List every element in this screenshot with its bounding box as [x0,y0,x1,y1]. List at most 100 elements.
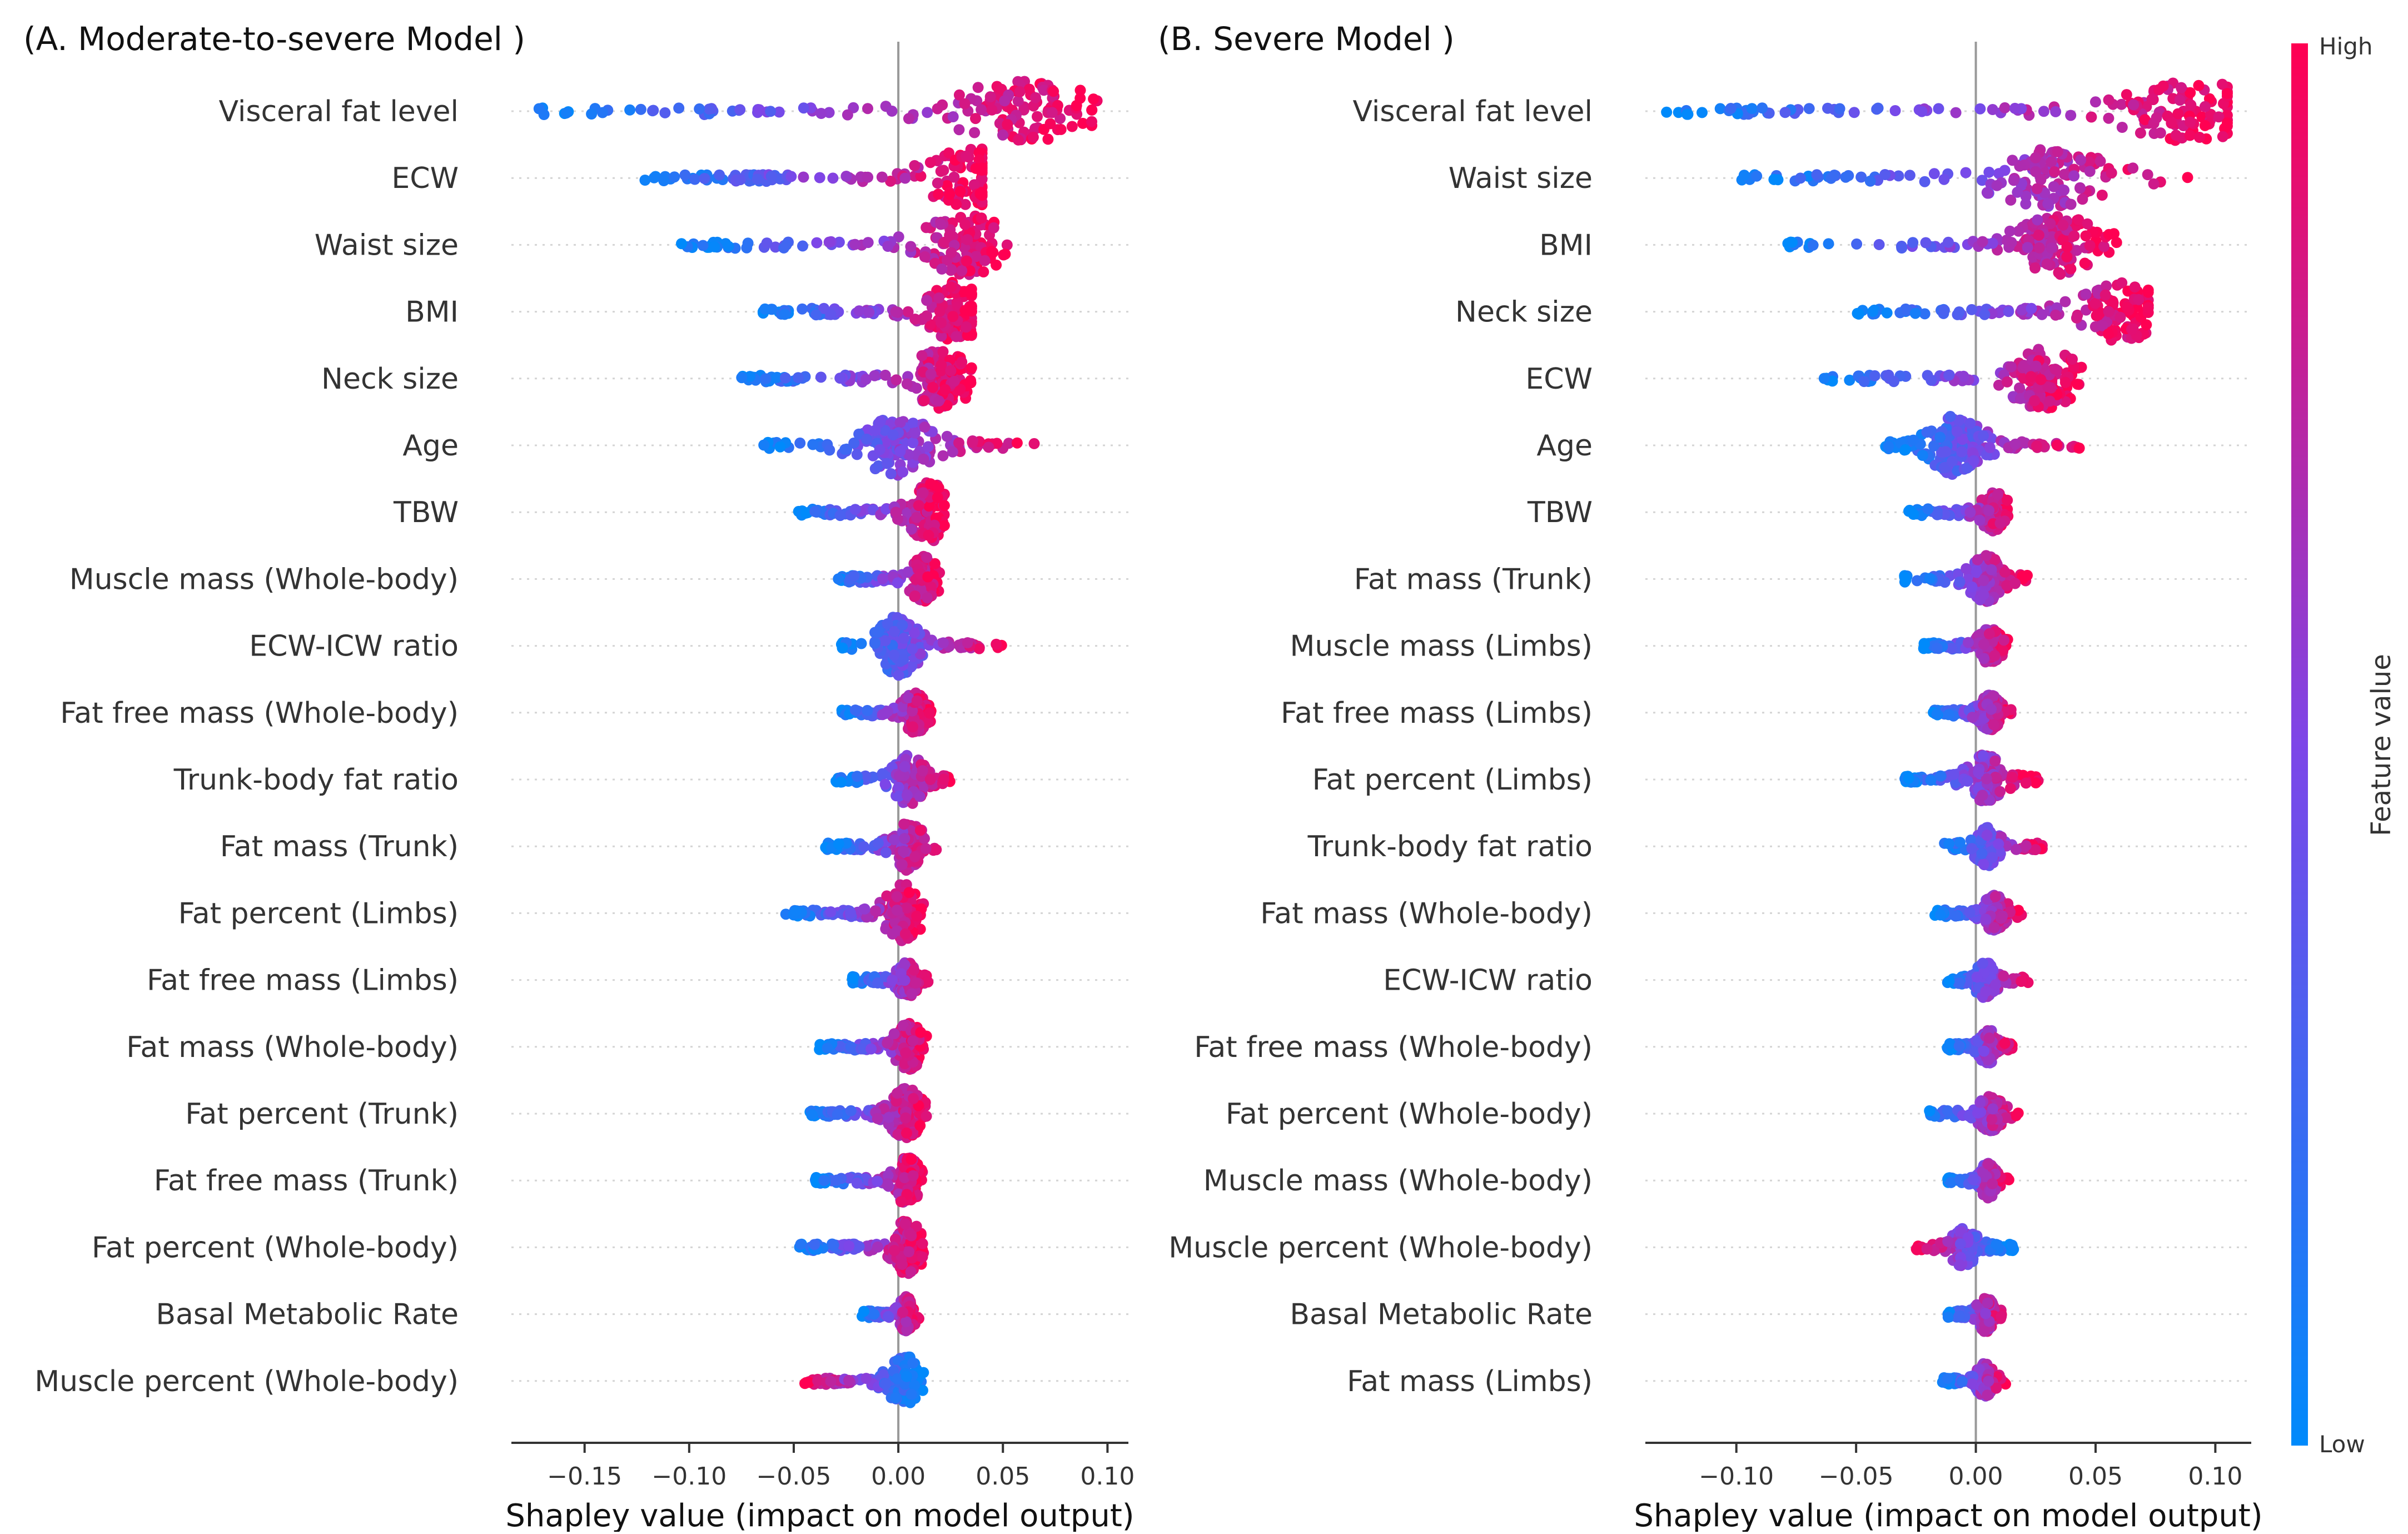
shap-point [1943,237,1954,248]
beeswarm-points [1928,689,2017,735]
shap-point [2053,267,2064,278]
shap-point [917,1252,928,1263]
shap-point [907,1035,918,1046]
shap-point [890,507,902,518]
shap-point [2071,312,2082,324]
shap-point [635,104,646,115]
shap-point [2200,120,2211,131]
shap-point [2052,440,2063,451]
shap-point [1042,133,1053,145]
shap-point [854,305,865,316]
shap-point [889,834,900,845]
shap-point [959,219,971,230]
shap-point [1926,775,1937,786]
shap-point [1922,503,1933,514]
shap-point [2046,242,2057,254]
shap-point [966,377,977,388]
shap-point [1851,239,1862,250]
shap-point [1819,373,1830,384]
shap-point [979,255,991,266]
shap-point [1978,589,1989,600]
shap-point [2061,251,2072,262]
shap-point [825,1376,837,1387]
shap-point [2103,95,2115,106]
shap-point [1921,237,1932,249]
shap-point [880,1379,891,1390]
shap-point [1811,169,1822,180]
shap-point [902,902,913,914]
shap-point [1874,239,1885,250]
shap-point [1896,242,1907,254]
shap-point [815,108,827,119]
shap-point [2086,112,2097,123]
shap-point [854,1241,865,1252]
shap-point [843,1240,854,1252]
shap-point [698,240,709,251]
shap-point [948,172,959,183]
shap-point [949,376,960,387]
shap-point [1871,103,1882,115]
feature-label: Fat mass (Trunk) [220,830,459,863]
feature-label: Fat free mass (Trunk) [154,1164,459,1198]
shap-point [869,425,880,436]
shap-point [2061,241,2072,252]
shap-point [828,1239,839,1250]
panel-a: (A. Moderate-to-severe Model )Visceral f… [23,20,1135,1532]
shap-point [561,107,572,118]
shap-point [911,911,922,922]
shap-point [825,906,837,917]
shap-point [1834,103,1845,115]
shap-point [1929,168,1940,179]
shap-point [924,708,935,719]
shap-point [790,906,801,917]
shap-point [2038,106,2049,117]
shap-point [905,241,916,252]
shap-point [2046,156,2057,167]
shap-point [1989,650,2000,661]
shap-point [2084,166,2096,177]
shap-point [2044,396,2056,407]
shap-point [2222,117,2233,128]
shap-point [923,717,934,728]
shap-point [814,172,825,183]
shap-point [893,669,904,681]
shap-point [877,768,888,780]
shap-point [2155,127,2166,138]
shap-point [849,239,860,250]
shap-point [2130,281,2141,292]
shap-point [897,466,908,478]
shap-point [639,175,650,186]
beeswarm-points [639,143,987,210]
shap-point [987,105,998,116]
beeswarm-points [1880,411,2084,480]
shap-point [899,833,910,844]
shap-point [909,160,920,171]
shap-point [679,170,690,181]
shap-point [908,1170,919,1181]
shap-point [714,170,725,181]
shap-point [2148,178,2160,190]
shap-point [1045,118,1056,130]
feature-label: Fat mass (Whole-body) [126,1031,459,1064]
shap-point [1773,174,1784,185]
shap-point [970,113,981,124]
shap-point [911,512,922,523]
shap-point [1939,305,1950,316]
shap-point [938,346,949,357]
shap-point [2059,169,2070,180]
shap-point [807,1109,818,1120]
beeswarm-points [847,957,933,1001]
shap-point [873,627,884,638]
shap-point [1948,769,1959,780]
shap-point [2026,303,2037,314]
shap-point [935,219,946,230]
shap-point [2084,240,2096,251]
shap-point [2042,259,2053,270]
shap-point [837,643,848,654]
shap-point [914,791,926,802]
shap-point [824,445,835,456]
shap-point [942,431,953,442]
shap-point [2007,155,2018,166]
panel-b: (B. Severe Model )Visceral fat levelWais… [1158,20,2263,1532]
shap-point [2185,130,2196,141]
